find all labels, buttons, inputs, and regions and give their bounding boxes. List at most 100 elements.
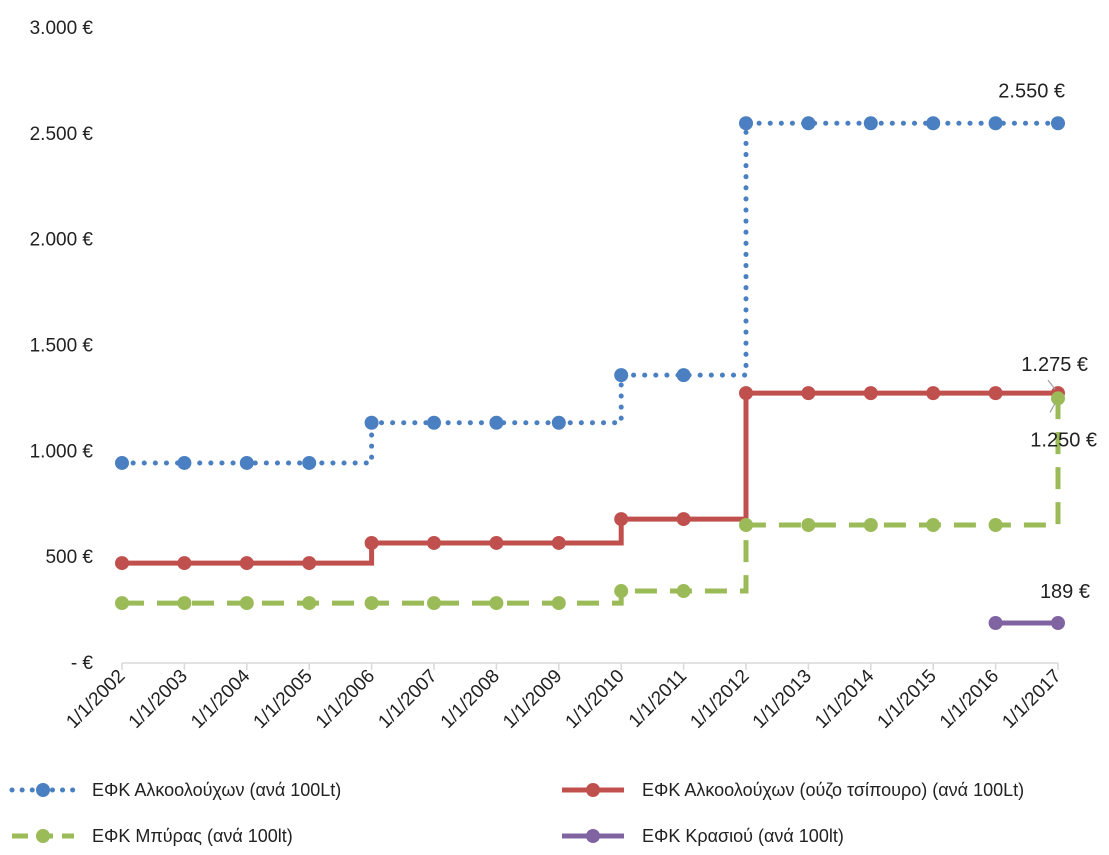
legend-label: ΕΦΚ Κρασιού (ανά 100lt) [642, 826, 844, 846]
data-point [676, 512, 691, 527]
data-point [676, 584, 691, 599]
data-point [676, 368, 691, 383]
data-point [427, 535, 441, 550]
x-tick-label: 1/1/2014 [811, 665, 878, 732]
series-line [119, 390, 1061, 566]
data-point [988, 116, 1003, 131]
x-tick-label: 1/1/2007 [374, 666, 441, 733]
series-1 [115, 386, 1065, 571]
data-point [988, 517, 1003, 532]
data-point [863, 116, 878, 131]
legend-item: ΕΦΚ Κρασιού (ανά 100lt) [562, 826, 844, 846]
data-point [115, 455, 129, 470]
legend-label: ΕΦΚ Μπύρας (ανά 100lt) [92, 826, 293, 846]
data-point [988, 615, 1003, 630]
y-tick-label: 1.000 € [30, 441, 94, 462]
data-point [739, 386, 753, 401]
data-label: 1.275 € [1021, 354, 1088, 376]
data-point [489, 596, 504, 611]
data-point [1051, 116, 1065, 131]
series-2 [115, 391, 1065, 611]
legend-label: ΕΦΚ Αλκοολούχων (ανά 100Lt) [92, 780, 341, 800]
y-tick-label: 500 € [45, 547, 93, 568]
x-tick-label: 1/1/2017 [998, 666, 1065, 733]
data-point [177, 455, 192, 470]
data-point [302, 596, 317, 611]
data-point [739, 116, 753, 131]
data-point [115, 596, 129, 611]
leader-line [1049, 403, 1056, 413]
data-point [926, 386, 941, 401]
data-label: 2.550 € [998, 80, 1065, 102]
series-3 [988, 615, 1065, 630]
legend-item: ΕΦΚ Αλκοολούχων (ανά 100Lt) [9, 780, 341, 800]
legend-swatch-marker [36, 783, 50, 797]
data-point [239, 455, 254, 470]
x-tick-label: 1/1/2016 [936, 666, 1003, 733]
x-tick-label: 1/1/2015 [874, 666, 941, 733]
x-tick-label: 1/1/2013 [749, 666, 816, 733]
x-tick-label: 1/1/2004 [187, 665, 254, 732]
y-tick-label: 1.500 € [30, 336, 94, 357]
leader-line [1047, 379, 1056, 390]
x-tick-label: 1/1/2003 [125, 666, 192, 733]
data-point [801, 116, 816, 131]
data-point [364, 415, 379, 430]
data-labels: 2.550 € 1.275 € 1.250 € 189 € [998, 80, 1097, 603]
data-label: 189 € [1040, 581, 1090, 603]
data-point [427, 415, 441, 430]
data-point [988, 386, 1003, 401]
data-point [863, 386, 878, 401]
data-label: 1.250 € [1030, 429, 1097, 451]
legend-swatch-marker [586, 783, 600, 797]
data-point [801, 517, 816, 532]
data-point [1051, 391, 1065, 406]
data-point [551, 596, 566, 611]
legend-swatch-marker [36, 829, 50, 843]
series-line [122, 398, 1061, 606]
data-point [364, 535, 379, 550]
x-tick-label: 1/1/2002 [62, 666, 129, 733]
x-axis: 1/1/20021/1/20031/1/20041/1/20051/1/2006… [62, 662, 1066, 733]
data-point [177, 556, 192, 571]
data-point [1051, 615, 1065, 630]
x-tick-label: 1/1/2009 [499, 666, 566, 733]
data-point [364, 596, 379, 611]
y-tick-label: 2.000 € [30, 230, 94, 251]
data-point [551, 535, 566, 550]
legend-label: ΕΦΚ Αλκοολούχων (ούζο τσίπουρο) (ανά 100… [642, 780, 1024, 800]
y-tick-label: - € [71, 653, 94, 674]
y-tick-label: 3.000 € [30, 18, 94, 39]
y-tick-label: 2.500 € [30, 124, 94, 145]
x-tick-label: 1/1/2010 [562, 666, 629, 733]
x-tick-label: 1/1/2006 [312, 666, 379, 733]
data-point [863, 517, 878, 532]
data-point [115, 556, 129, 571]
x-tick-label: 1/1/2012 [686, 666, 753, 733]
data-point [801, 386, 816, 401]
legend: ΕΦΚ Αλκοολούχων (ανά 100Lt) ΕΦΚ Αλκοολούχ… [9, 780, 1024, 846]
data-point [239, 556, 254, 571]
data-point [302, 556, 317, 571]
data-point [614, 368, 629, 383]
series-line [119, 120, 1061, 466]
data-point [489, 415, 504, 430]
x-tick-label: 1/1/2011 [625, 666, 691, 732]
series-layer [115, 116, 1065, 630]
data-point [926, 116, 941, 131]
data-point [926, 517, 941, 532]
legend-item: ΕΦΚ Μπύρας (ανά 100lt) [12, 826, 293, 846]
data-point [614, 512, 629, 527]
legend-item: ΕΦΚ Αλκοολούχων (ούζο τσίπουρο) (ανά 100… [562, 780, 1024, 800]
x-tick-label: 1/1/2008 [437, 666, 504, 733]
data-point [177, 596, 192, 611]
legend-swatch-marker [586, 829, 600, 843]
data-point [427, 596, 441, 611]
data-point [302, 455, 317, 470]
data-point [739, 517, 753, 532]
x-tick-label: 1/1/2005 [250, 666, 317, 733]
y-axis-tick-labels: - € 500 € 1.000 € 1.500 € 2.000 € 2.500 € 3.00… [30, 18, 94, 674]
data-point [239, 596, 254, 611]
